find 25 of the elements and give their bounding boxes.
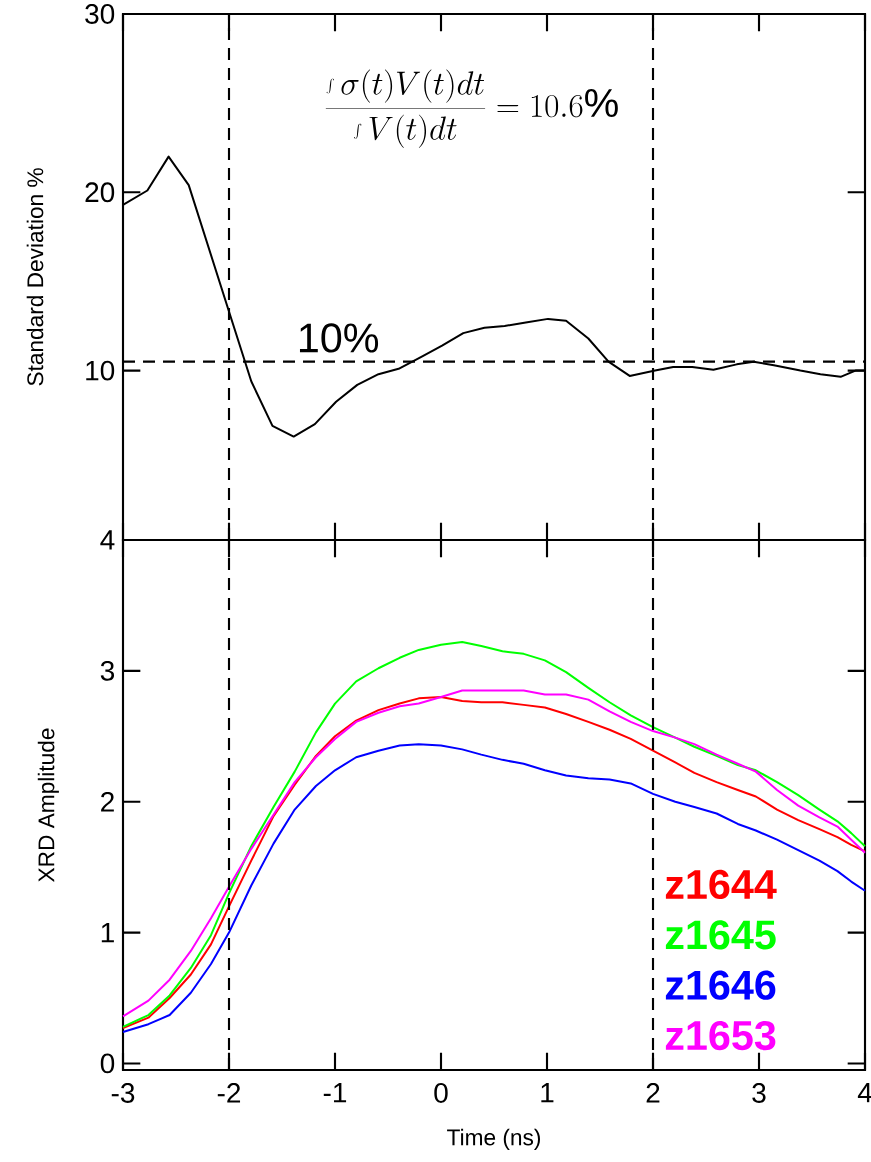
y-axis-title: Standard Deviation % [26,168,44,386]
y-tick-label: 4 [100,530,115,550]
annotation: $\frac{\int \sigma(t)V(t)dt}{\int V(t)dt}=10.6\%$ [325,69,618,148]
x-tick-label: 1 [541,1083,554,1103]
text: z1646 [665,970,776,1000]
y-tick-label: 0 [100,1053,115,1074]
x-tick-label: 2 [646,1083,660,1103]
x-tick-label: 3 [752,1083,766,1103]
x-tick-label: 0 [434,1083,448,1103]
text: z1645 [665,920,776,950]
x-tick-label: -3 [111,1083,135,1103]
x-tick-label: -2 [217,1083,241,1103]
y-tick-label: 20 [85,182,115,203]
x-axis-title: Time (ns) [447,1128,541,1150]
series-label: z1644 [665,869,777,900]
y-tick-label: 2 [101,791,114,812]
y-tick-label: 30 [85,4,115,24]
y-tick-label: 3 [100,660,115,681]
x-tick-label: 4 [857,1083,871,1103]
x-tick-label: -1 [323,1083,347,1103]
y-tick-label: 1 [101,922,114,943]
y-axis-title: XRD Amplitude [37,728,59,882]
text: z1653 [665,1020,776,1051]
y-tick-label: 10 [86,360,115,381]
ref-line-label: 10% [299,323,379,353]
